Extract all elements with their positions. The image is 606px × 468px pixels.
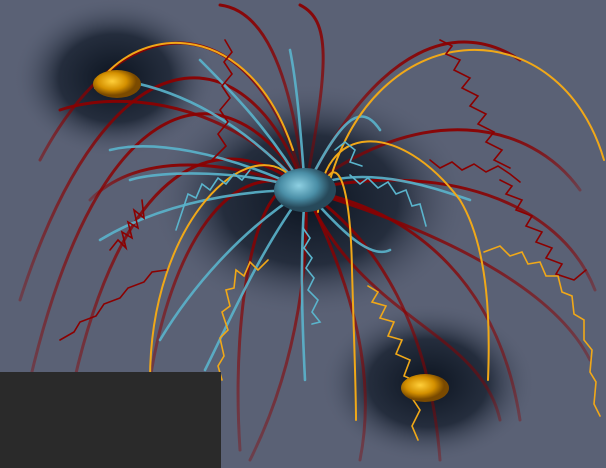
wavy-red-line: [500, 180, 586, 280]
central-core-icon: [274, 168, 336, 212]
node-icon-bottom-right: [401, 374, 449, 402]
dark-panel: [0, 372, 221, 468]
node-icon-top-left: [93, 70, 141, 98]
wavy-red-line: [60, 270, 166, 340]
